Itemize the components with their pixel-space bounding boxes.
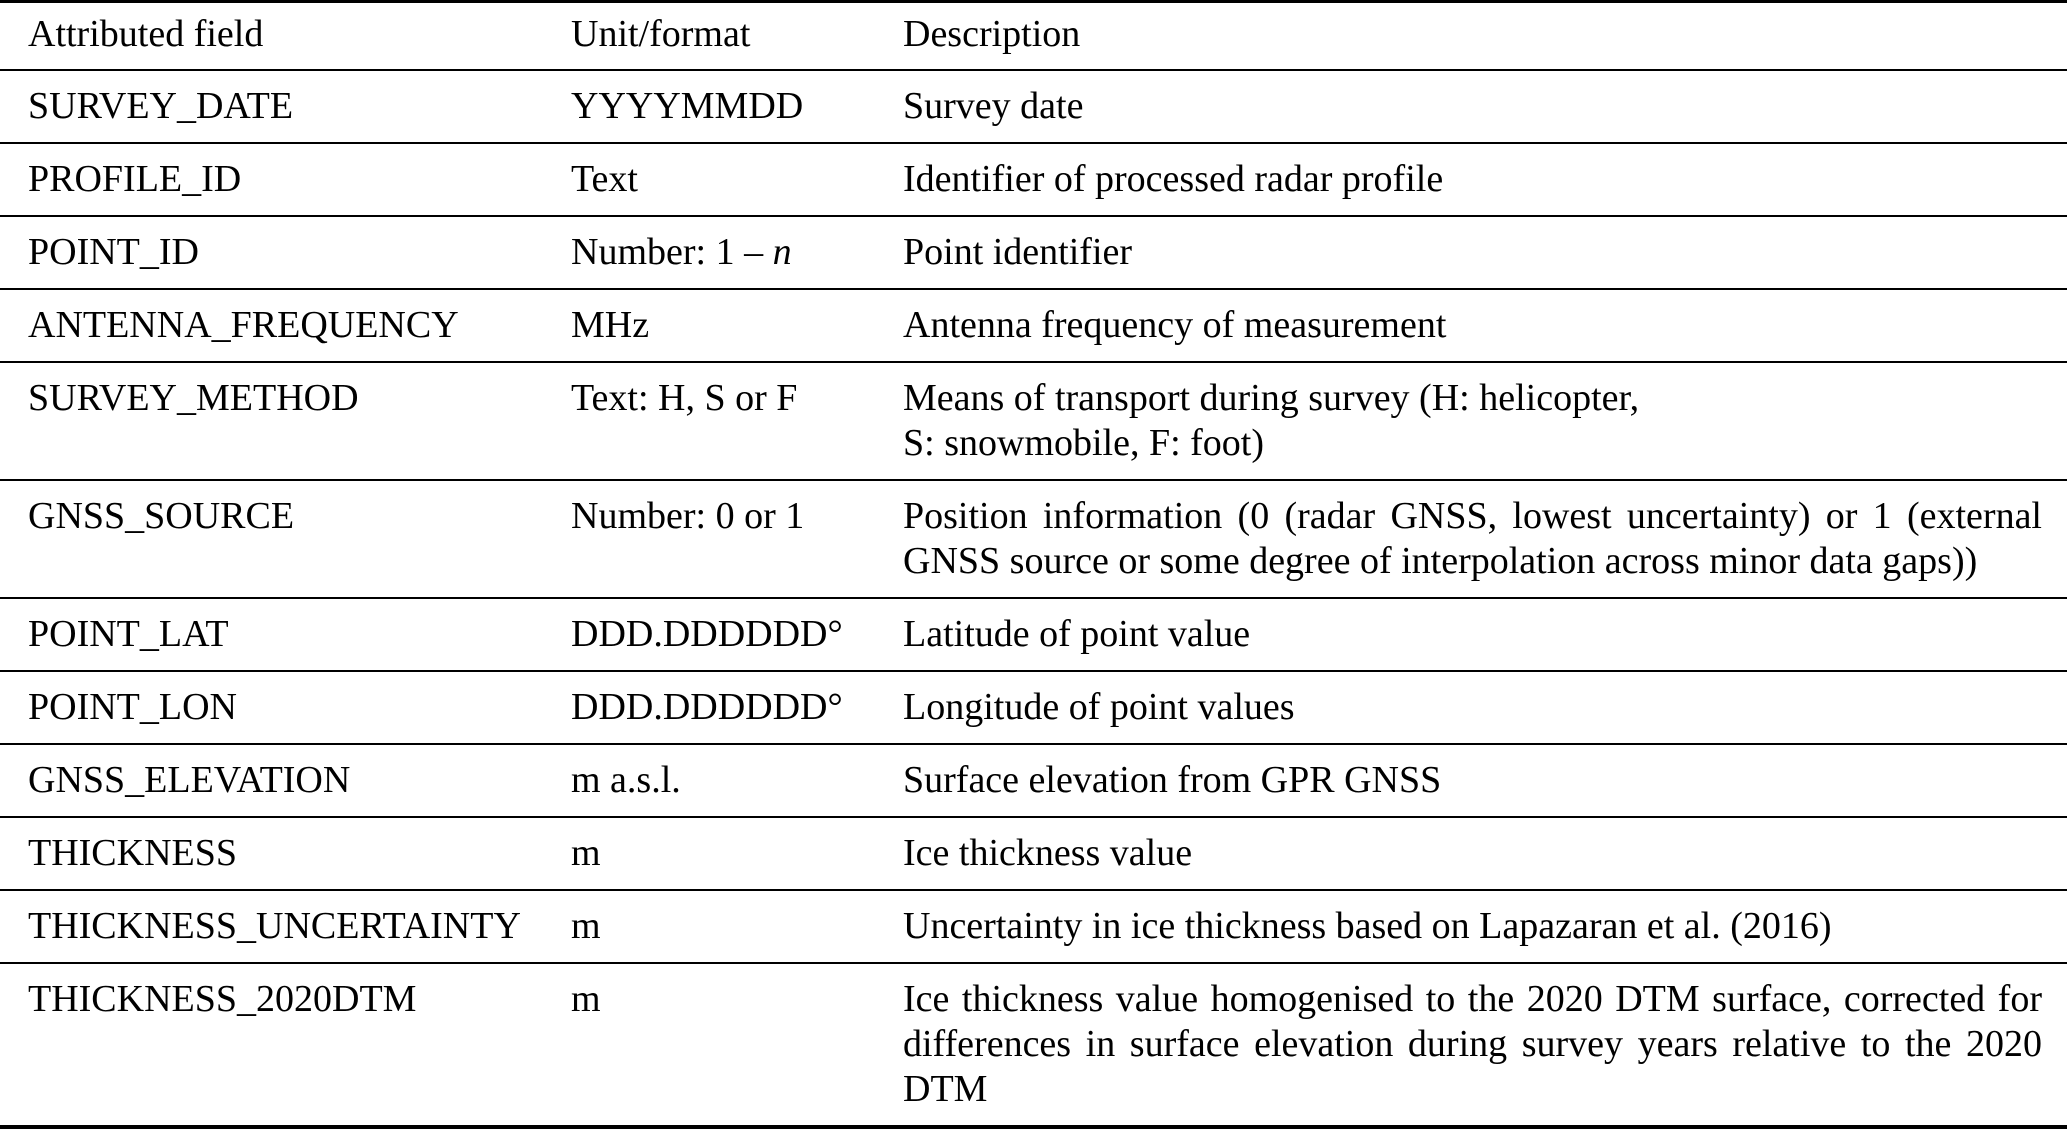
unit-format-cell: m — [571, 977, 903, 1112]
table-row: POINT_LAT DDD.DDDDDD° Latitude of point va… — [0, 597, 2067, 670]
table-row: GNSS_ELEVATION m a.s.l. Surface elevation … — [0, 743, 2067, 816]
table-row: POINT_LON DDD.DDDDDD° Longitude of point v… — [0, 670, 2067, 743]
unit-format-cell: m a.s.l. — [571, 758, 903, 803]
field-name-cell: ANTENNA_FREQUENCY — [28, 304, 459, 346]
description-line: Position information (0 (radar GNSS, low… — [903, 495, 2042, 537]
description-cell: Point identifier — [903, 230, 2042, 275]
column-header-unit-format: Unit/format — [571, 13, 751, 55]
unit-format-cell: DDD.DDDDDD° — [571, 685, 903, 730]
description-line: DTM — [903, 1068, 988, 1110]
table-row: THICKNESS m Ice thickness value — [0, 816, 2067, 889]
field-name-cell: THICKNESS_2020DTM — [28, 978, 417, 1020]
description-cell: Ice thickness value — [903, 831, 2042, 876]
field-name-cell: POINT_LON — [28, 686, 237, 728]
unit-text: m — [571, 832, 601, 874]
description-cell: Latitude of point value — [903, 612, 2042, 657]
unit-text: m — [571, 978, 601, 1020]
unit-text: m — [571, 905, 601, 947]
field-name-cell: THICKNESS — [28, 832, 238, 874]
unit-format-cell: m — [571, 831, 903, 876]
unit-format-cell: Number: 1 – n — [571, 230, 903, 275]
table-row: GNSS_SOURCE Number: 0 or 1 Position inform… — [0, 479, 2067, 597]
unit-text: DDD.DDDDDD° — [571, 613, 843, 655]
table-row: POINT_ID Number: 1 – n Point identifier — [0, 215, 2067, 288]
description-cell: Ice thickness value homogenised to the 2… — [903, 977, 2042, 1112]
unit-text: YYYYMMDD — [571, 85, 804, 127]
unit-text: Number: 1 – — [571, 231, 773, 273]
table-row: ANTENNA_FREQUENCY MHz Antenna frequency of… — [0, 288, 2067, 361]
unit-format-cell: Text — [571, 157, 903, 202]
description-line: GNSS source or some degree of interpolat… — [903, 540, 1978, 582]
table-row: SURVEY_DATE YYYYMMDD Survey date — [0, 69, 2067, 142]
field-name-cell: PROFILE_ID — [28, 158, 242, 200]
description-line: Ice thickness value — [903, 832, 1193, 874]
description-line: Uncertainty in ice thickness based on La… — [903, 905, 1832, 947]
description-line: Longitude of point values — [903, 686, 1295, 728]
field-name-cell: SURVEY_DATE — [28, 85, 294, 127]
table-row: THICKNESS_UNCERTAINTY m Uncertainty in ice… — [0, 889, 2067, 962]
field-name-cell: SURVEY_METHOD — [28, 377, 359, 419]
description-cell: Means of transport during survey (H: hel… — [903, 376, 2042, 466]
description-line: Identifier of processed radar profile — [903, 158, 1444, 200]
description-line: Point identifier — [903, 231, 1133, 273]
unit-text: Number: 0 or 1 — [571, 495, 805, 537]
description-line: Survey date — [903, 85, 1084, 127]
description-cell: Surface elevation from GPR GNSS — [903, 758, 2042, 803]
unit-text: MHz — [571, 304, 650, 346]
field-name-cell: THICKNESS_UNCERTAINTY — [28, 905, 521, 947]
description-cell: Antenna frequency of measurement — [903, 303, 2042, 348]
unit-format-cell: Text: H, S or F — [571, 376, 903, 466]
description-cell: Survey date — [903, 84, 2042, 129]
unit-text: Text: H, S or F — [571, 377, 798, 419]
description-cell: Identifier of processed radar profile — [903, 157, 2042, 202]
table-row: SURVEY_METHOD Text: H, S or F Means of tra… — [0, 361, 2067, 479]
table-row: THICKNESS_2020DTM m Ice thickness value ho… — [0, 962, 2067, 1125]
table-row: PROFILE_ID Text Identifier of processed ra… — [0, 142, 2067, 215]
unit-text: Text — [571, 158, 638, 200]
description-line: differences in surface elevation during … — [903, 1023, 2042, 1065]
unit-text: DDD.DDDDDD° — [571, 686, 843, 728]
description-line: S: snowmobile, F: foot) — [903, 422, 1265, 464]
description-line: Surface elevation from GPR GNSS — [903, 759, 1442, 801]
field-name-cell: GNSS_ELEVATION — [28, 759, 351, 801]
unit-format-cell: Number: 0 or 1 — [571, 494, 903, 584]
unit-format-cell: m — [571, 904, 903, 949]
unit-text: m a.s.l. — [571, 759, 681, 801]
column-header-attributed-field: Attributed field — [28, 13, 264, 55]
description-cell: Longitude of point values — [903, 685, 2042, 730]
description-line: Means of transport during survey (H: hel… — [903, 377, 1640, 419]
column-header-description: Description — [903, 13, 1081, 55]
unit-format-cell: MHz — [571, 303, 903, 348]
description-line: Antenna frequency of measurement — [903, 304, 1447, 346]
description-line: Ice thickness value homogenised to the 2… — [903, 978, 2042, 1020]
table-header-row: Attributed field Unit/format Description — [0, 3, 2067, 69]
unit-format-cell: DDD.DDDDDD° — [571, 612, 903, 657]
field-name-cell: GNSS_SOURCE — [28, 495, 295, 537]
field-name-cell: POINT_ID — [28, 231, 199, 273]
unit-format-cell: YYYYMMDD — [571, 84, 903, 129]
description-cell: Uncertainty in ice thickness based on La… — [903, 904, 2042, 949]
description-line: Latitude of point value — [903, 613, 1251, 655]
unit-italic-variable: n — [772, 231, 792, 273]
field-name-cell: POINT_LAT — [28, 613, 229, 655]
description-cell: Position information (0 (radar GNSS, low… — [903, 494, 2042, 584]
